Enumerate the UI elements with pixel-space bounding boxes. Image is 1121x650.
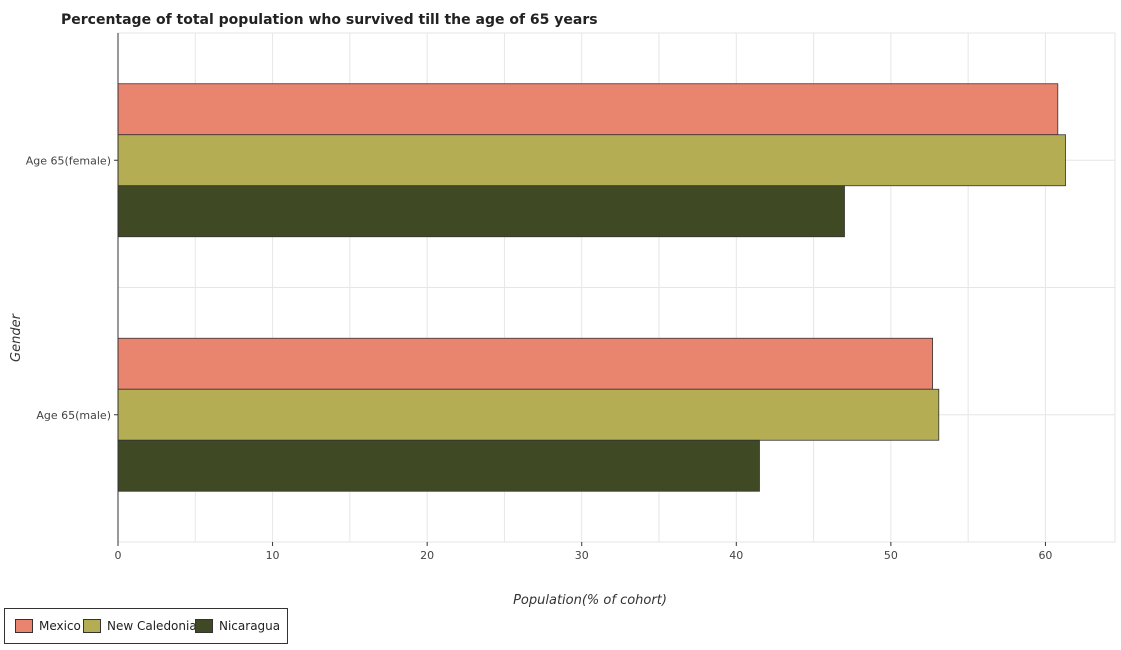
x-tick-label: 30 [575, 549, 589, 562]
bar-mexico-0 [117, 83, 1059, 136]
x-tick-label: 10 [266, 549, 280, 562]
y-tick-label: Age 65(female) [26, 154, 111, 167]
legend-swatch-new-caledonia [83, 619, 101, 633]
bar-mexico-1 [117, 337, 934, 390]
axes-group: Age 65(female) Age 65(male) 0 10 20 30 40 50 60 [26, 33, 1052, 562]
x-tick-label: 60 [1038, 549, 1052, 562]
legend-label-mexico: Mexico [39, 619, 81, 633]
bar-nicaragua-0 [117, 185, 845, 238]
legend-item-new-caledonia: New Caledonia [83, 619, 197, 633]
y-axis-label: Gender [9, 312, 24, 362]
bar-new-caledonia-0 [117, 134, 1066, 187]
bar-nicaragua-1 [117, 439, 760, 492]
legend-item-mexico: Mexico [15, 619, 81, 633]
y-tick-label: Age 65(male) [36, 409, 111, 422]
x-tick-label: 40 [729, 549, 743, 562]
x-tick-label: 0 [115, 549, 122, 562]
legend: Mexico New Caledonia Nicaragua [4, 608, 288, 644]
legend-label-new-caledonia: New Caledonia [107, 619, 197, 633]
bar-new-caledonia-1 [117, 388, 940, 441]
legend-item-nicaragua: Nicaragua [195, 619, 280, 633]
bars-group [117, 83, 1066, 492]
x-tick-label: 20 [420, 549, 434, 562]
x-tick-label: 50 [884, 549, 898, 562]
chart-title: Percentage of total population who survi… [61, 12, 598, 28]
legend-swatch-nicaragua [195, 619, 213, 633]
x-axis-label: Population(% of cohort) [513, 593, 667, 608]
legend-label-nicaragua: Nicaragua [219, 619, 281, 633]
legend-swatch-mexico [15, 619, 33, 633]
